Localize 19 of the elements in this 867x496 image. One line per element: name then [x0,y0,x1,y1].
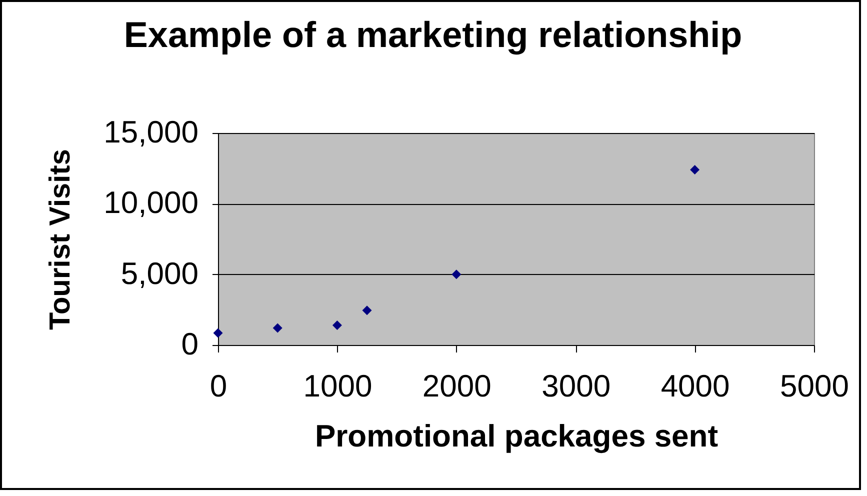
y-tick-label: 10,000 [104,185,198,220]
y-tick-label: 5,000 [120,256,198,291]
point [452,270,462,280]
x-axis-title: Promotional packages sent [314,418,718,454]
chart-title: Example of a marketing relationship [124,14,742,55]
x-tick-label: 5000 [780,368,849,404]
point [272,323,282,333]
x-tick-label: 2000 [422,368,492,404]
point [332,320,342,330]
x-tick-label: 4000 [660,368,730,404]
point [213,328,223,338]
x-tick-label: 1000 [303,368,372,404]
x-tick-label: 3000 [542,368,611,404]
point [362,306,372,316]
y-axis-title: Tourist Visits [44,148,77,330]
point [690,165,700,174]
y-tick-label: 0 [181,326,198,362]
y-tick-label: 15,000 [104,114,198,150]
x-tick-label: 0 [210,368,228,404]
